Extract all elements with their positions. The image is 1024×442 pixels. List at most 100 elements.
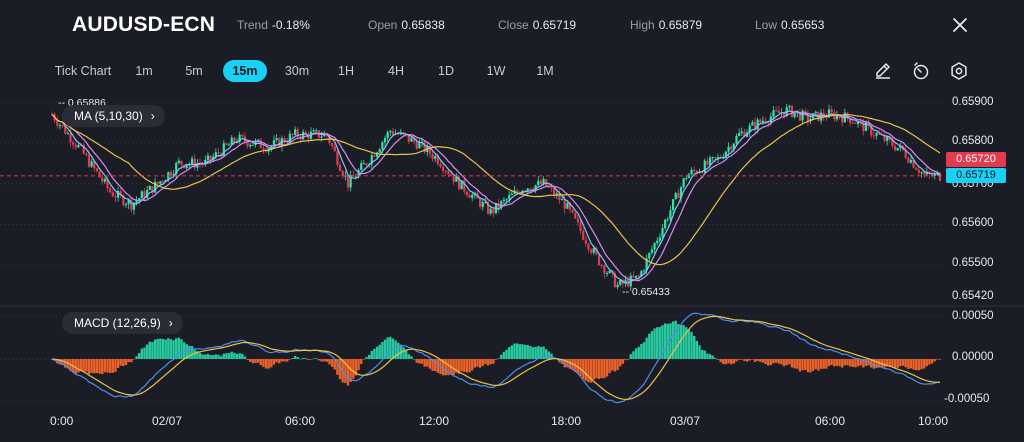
chart-header: AUDUSD-ECN Trend -0.18% Open 0.65838 Close… — [0, 0, 1024, 50]
candle — [925, 167, 928, 176]
tab-1m[interactable]: 1m — [135, 64, 153, 78]
candle — [333, 143, 336, 152]
candle — [241, 133, 244, 139]
tab-5m[interactable]: 5m — [185, 64, 203, 78]
macd-histogram-bar — [724, 359, 728, 365]
candle — [481, 199, 484, 211]
macd-histogram-bar — [547, 351, 551, 359]
macd-histogram-bar — [106, 359, 109, 373]
tab-4h[interactable]: 4H — [388, 64, 404, 78]
macd-histogram-bar — [817, 359, 820, 371]
candle — [891, 135, 894, 149]
candle — [671, 198, 675, 215]
macd-histogram-bar — [624, 359, 627, 361]
macd-histogram-bar — [124, 359, 128, 366]
candle — [872, 131, 876, 140]
candle — [101, 174, 104, 185]
tab-1d[interactable]: 1D — [438, 64, 454, 78]
macd-histogram-bar — [476, 359, 479, 367]
high-stat: High 0.65879 — [630, 18, 702, 32]
candle — [465, 190, 469, 198]
macd-histogram-bar — [529, 345, 532, 359]
macd-histogram-bar — [785, 359, 788, 366]
open-label: Open — [368, 18, 398, 32]
candle — [703, 158, 706, 174]
macd-indicator-pill[interactable]: MACD (12,26,9) › — [62, 312, 183, 334]
candle — [637, 274, 640, 281]
macd-lines — [51, 312, 941, 404]
candle — [439, 161, 442, 169]
candle — [605, 271, 609, 277]
macd-histogram-bar — [407, 354, 410, 359]
macd-histogram-bar — [172, 340, 175, 359]
candle — [904, 145, 907, 160]
macd-histogram-bar — [711, 355, 714, 359]
settings-icon[interactable] — [948, 60, 970, 82]
candle — [204, 155, 207, 167]
macd-histogram-bar — [238, 353, 241, 359]
macd-histogram-bar — [793, 359, 796, 369]
ma-indicator-pill[interactable]: MA (5,10,30) › — [62, 105, 165, 127]
tab-1h[interactable]: 1H — [338, 64, 354, 78]
macd-histogram-bar — [714, 357, 717, 359]
close-icon[interactable] — [948, 13, 972, 37]
candle — [349, 170, 352, 192]
candle — [806, 109, 809, 127]
macd-histogram-bar — [907, 359, 910, 369]
macd-histogram-bar — [64, 359, 67, 368]
macd-histogram-bar — [896, 359, 899, 368]
high-value: 0.65879 — [658, 18, 703, 32]
min-price-marker: -- 0.65433 — [622, 286, 670, 298]
candle — [571, 209, 574, 214]
pencil-icon[interactable] — [872, 60, 894, 82]
tab-1m-month[interactable]: 1M — [536, 64, 554, 78]
macd-histogram-bar — [95, 359, 99, 374]
timer-icon[interactable] — [910, 60, 932, 82]
candle — [109, 185, 112, 194]
macd-histogram-bar — [101, 359, 104, 375]
time-axis-label: 03/07 — [670, 414, 701, 428]
macd-histogram-bar — [233, 352, 236, 359]
macd-histogram-bar — [299, 358, 302, 360]
macd-histogram-bar — [222, 353, 225, 359]
tab-1w[interactable]: 1W — [486, 64, 506, 78]
candle — [249, 143, 252, 149]
candle — [761, 116, 765, 126]
macd-histogram-bar — [801, 359, 804, 371]
macd-histogram-bar — [912, 359, 915, 370]
macd-histogram-bar — [922, 359, 926, 369]
open-stat: Open 0.65838 — [368, 18, 445, 32]
macd-histogram-bar — [127, 359, 130, 363]
tab-15m[interactable]: 15m — [223, 60, 267, 82]
candle — [146, 185, 149, 199]
macd-histogram-bar — [690, 332, 693, 359]
macd-histogram-bar — [650, 331, 654, 359]
macd-histogram-bar — [899, 359, 902, 367]
macd-histogram-bar — [381, 341, 384, 359]
tab-tick-chart[interactable]: Tick Chart — [54, 64, 112, 78]
candle — [479, 196, 482, 210]
macd-histogram-bar — [534, 346, 537, 359]
candle — [912, 159, 915, 169]
macd-histogram-bar — [825, 359, 828, 369]
macd-histogram-bar — [531, 347, 535, 359]
candle — [896, 147, 899, 152]
macd-histogram-bar — [415, 359, 418, 363]
candle — [103, 177, 106, 184]
candle — [227, 143, 231, 146]
macd-histogram-bar — [566, 359, 569, 368]
candle — [616, 281, 619, 290]
candle — [566, 201, 569, 209]
candle — [619, 279, 622, 286]
macd-histogram-bar — [58, 359, 62, 365]
macd-histogram-bar — [301, 357, 305, 359]
macd-histogram-bar — [891, 359, 894, 367]
macd-histogram-bar — [851, 359, 854, 368]
macd-histogram-bar — [756, 359, 759, 361]
candle — [124, 202, 128, 209]
tab-30m[interactable]: 30m — [284, 64, 310, 78]
macd-histogram-bar — [698, 345, 701, 359]
high-label: High — [630, 18, 655, 32]
candle — [819, 108, 823, 125]
